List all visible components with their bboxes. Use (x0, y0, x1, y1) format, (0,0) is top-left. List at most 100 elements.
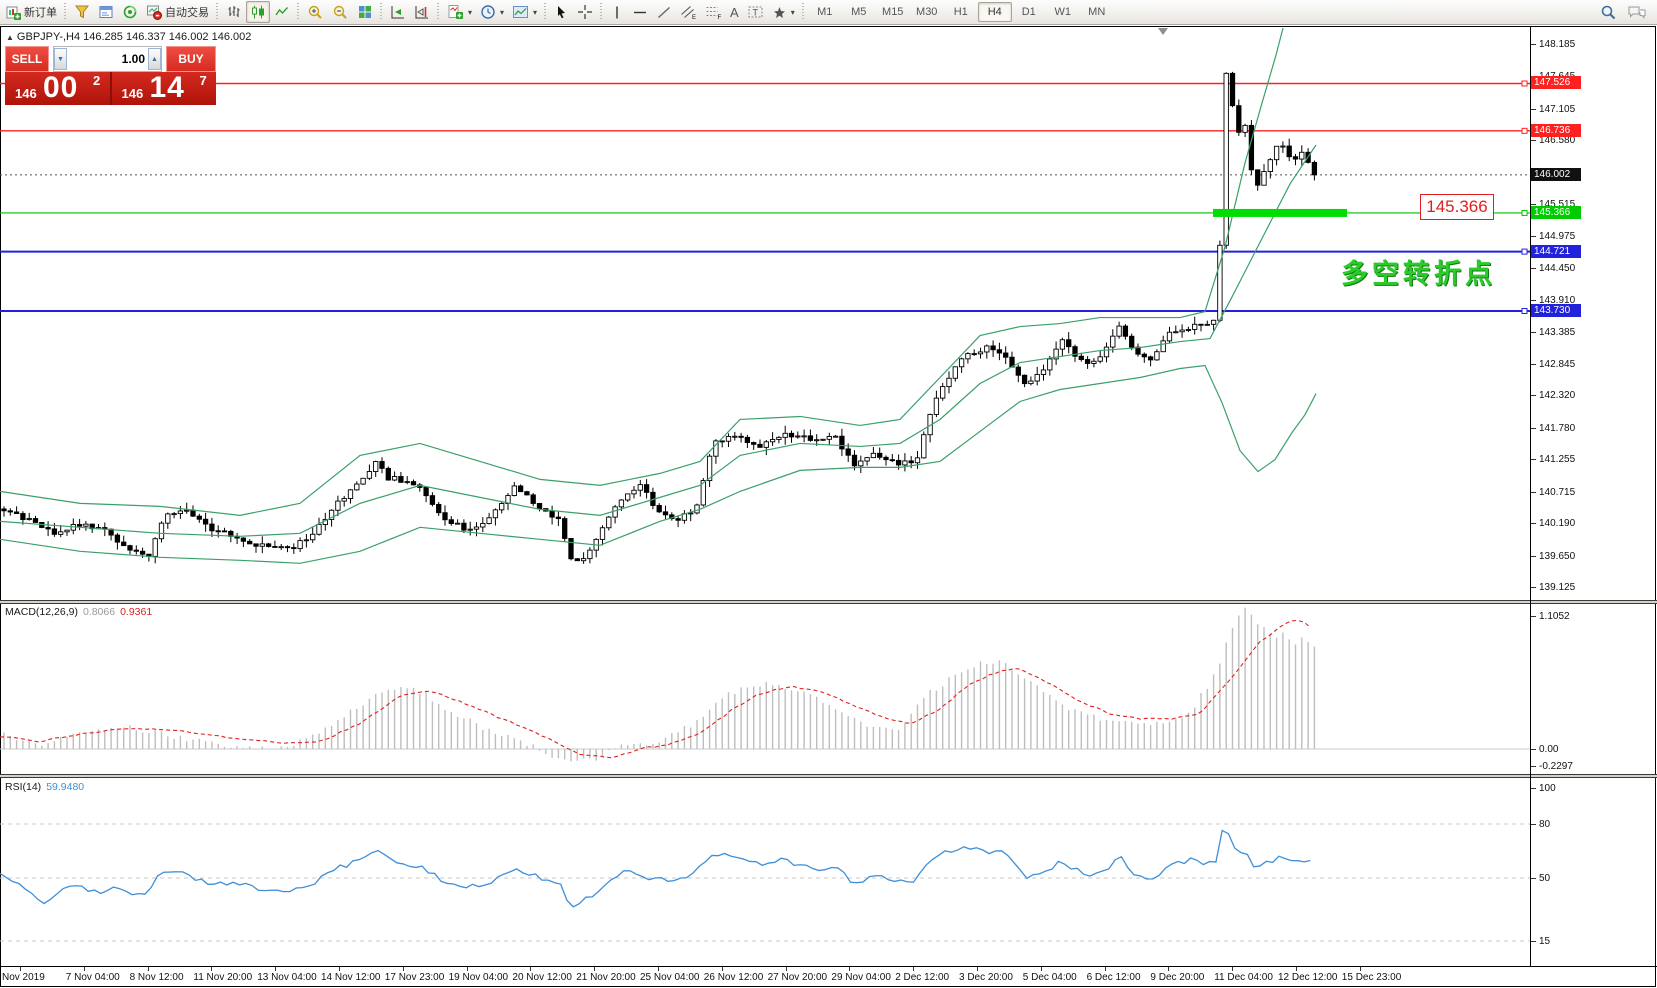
arrows-icon (773, 6, 785, 18)
buy-price-fraction: 7 (199, 73, 207, 88)
chevron-down-icon: ▾ (790, 7, 795, 17)
rsi-panel[interactable] (0, 778, 1530, 966)
time-label: 9 Dec 20:00 (1150, 972, 1205, 983)
timeframe-m5[interactable]: M5 (851, 6, 867, 18)
chart-shift-button[interactable] (410, 1, 434, 23)
volume-control: ▼ ▲ (53, 46, 162, 72)
chat-icon[interactable] (1627, 4, 1647, 21)
fibonacci-button[interactable]: F (701, 1, 726, 23)
indicators-button[interactable]: ▾ (443, 1, 476, 23)
timeframe-h4[interactable]: H4 (977, 2, 1012, 22)
cursor-button[interactable] (550, 1, 573, 23)
auto-scroll-button[interactable] (386, 1, 410, 23)
chart-shift-marker[interactable] (1158, 28, 1168, 35)
volume-increase-button[interactable]: ▲ (148, 48, 161, 70)
templates-button[interactable]: ▾ (508, 1, 541, 23)
macd-signal-value: 0.9361 (120, 606, 153, 618)
timeframe-m15[interactable]: M15 (882, 6, 904, 18)
tile-windows-button[interactable] (353, 1, 377, 23)
volume-decrease-button[interactable]: ▼ (54, 48, 67, 70)
timeframe-m30[interactable]: M30 (916, 6, 938, 18)
buy-price-main: 146 (121, 86, 144, 101)
toolbar-separator (214, 3, 221, 21)
timeframe-m1[interactable]: M1 (817, 6, 833, 18)
buy-button[interactable]: BUY (166, 46, 216, 72)
vertical-line-button[interactable] (606, 1, 628, 23)
chart-shift-icon (415, 6, 428, 19)
zoom-in-button[interactable] (303, 1, 328, 23)
time-label: 12 Dec 12:00 (1278, 972, 1338, 983)
price-tick-label: 139.125 (1539, 581, 1576, 593)
time-label: 14 Nov 12:00 (321, 972, 381, 983)
price-display: 146 00 2 146 14 7 (5, 71, 217, 105)
text-button[interactable]: A (726, 1, 743, 23)
radar-icon (123, 5, 137, 19)
text-label-button[interactable]: T (743, 1, 768, 23)
price-tick-label: 141.780 (1539, 422, 1576, 434)
timeframe-mn[interactable]: MN (1088, 6, 1106, 18)
sell-price[interactable]: 146 00 2 (5, 71, 112, 105)
price-tick (1531, 236, 1536, 238)
price-tick (1531, 44, 1536, 45)
price-flag-143.730: 143.730 (1531, 303, 1581, 317)
collapse-icon[interactable]: ▲ (6, 33, 14, 42)
panel-splitter[interactable] (0, 600, 1657, 604)
main-chart-area[interactable] (0, 28, 1530, 600)
auto-trading-button[interactable]: 自动交易 (142, 1, 213, 23)
price-axis-border (1530, 27, 1531, 966)
bar-chart-icon (228, 6, 240, 17)
volume-input[interactable] (67, 48, 145, 70)
price-tick-label: 143.910 (1539, 295, 1576, 307)
time-tick (658, 967, 659, 971)
trendline-button[interactable] (652, 1, 676, 23)
macd-scale-tick (1531, 749, 1536, 750)
support-zone-bar[interactable] (1213, 208, 1347, 217)
periods-button[interactable]: ▾ (476, 1, 508, 23)
time-label: 27 Nov 20:00 (767, 972, 828, 983)
buy-price-pips: 14 (149, 71, 185, 104)
timeframe-group: M1 M5 M15 M30 H1 H4 D1 W1 MN (808, 0, 1114, 24)
bar-chart-button[interactable] (222, 1, 246, 23)
window-icon (99, 6, 113, 18)
clock-icon (481, 5, 495, 19)
new-order-button[interactable]: 新订单 (2, 1, 61, 23)
macd-panel[interactable] (0, 603, 1530, 774)
toolbar-separator (799, 3, 807, 21)
time-tick (211, 967, 213, 971)
macd-scale-tick (1531, 766, 1536, 767)
timeframe-w1[interactable]: W1 (1054, 6, 1071, 18)
equidistant-channel-button[interactable]: E (676, 1, 701, 23)
price-tick-label: 142.845 (1539, 359, 1576, 371)
candlestick-chart-button[interactable] (246, 1, 270, 23)
zoom-out-button[interactable] (328, 1, 353, 23)
time-tick (913, 967, 915, 971)
sell-button[interactable]: SELL (5, 46, 49, 72)
arrows-button[interactable]: ▾ (768, 1, 799, 23)
price-tick-label: 141.255 (1539, 454, 1576, 466)
toolbar-separator (295, 3, 302, 21)
new-order-icon (6, 6, 21, 20)
timeframe-h1[interactable]: H1 (953, 6, 968, 18)
panel-splitter[interactable] (0, 774, 1657, 778)
turning-point-annotation[interactable]: 多空转折点 (1341, 259, 1496, 289)
timeframe-d1[interactable]: D1 (1021, 6, 1036, 18)
time-tick (1296, 967, 1297, 971)
time-label: 5 Dec 04:00 (1022, 972, 1077, 983)
auto-trading-label: 自动交易 (165, 7, 209, 19)
time-label: 19 Nov 04:00 (448, 972, 509, 983)
profiles-button[interactable] (94, 1, 118, 23)
data-window-button[interactable] (70, 1, 94, 23)
price-callout-box[interactable]: 145.366 (1420, 194, 1494, 220)
time-axis-border (0, 966, 1657, 967)
market-watch-button[interactable] (118, 1, 142, 23)
text-label-icon: T (748, 6, 763, 18)
buy-price[interactable]: 146 14 7 (112, 71, 217, 105)
search-icon[interactable] (1600, 4, 1617, 21)
horizontal-line-icon (634, 11, 647, 13)
price-flag-147.526: 147.526 (1531, 76, 1581, 90)
crosshair-button[interactable] (573, 1, 597, 23)
horizontal-line-button[interactable] (628, 1, 652, 23)
line-chart-button[interactable] (270, 1, 294, 23)
price-tick (1531, 586, 1536, 588)
